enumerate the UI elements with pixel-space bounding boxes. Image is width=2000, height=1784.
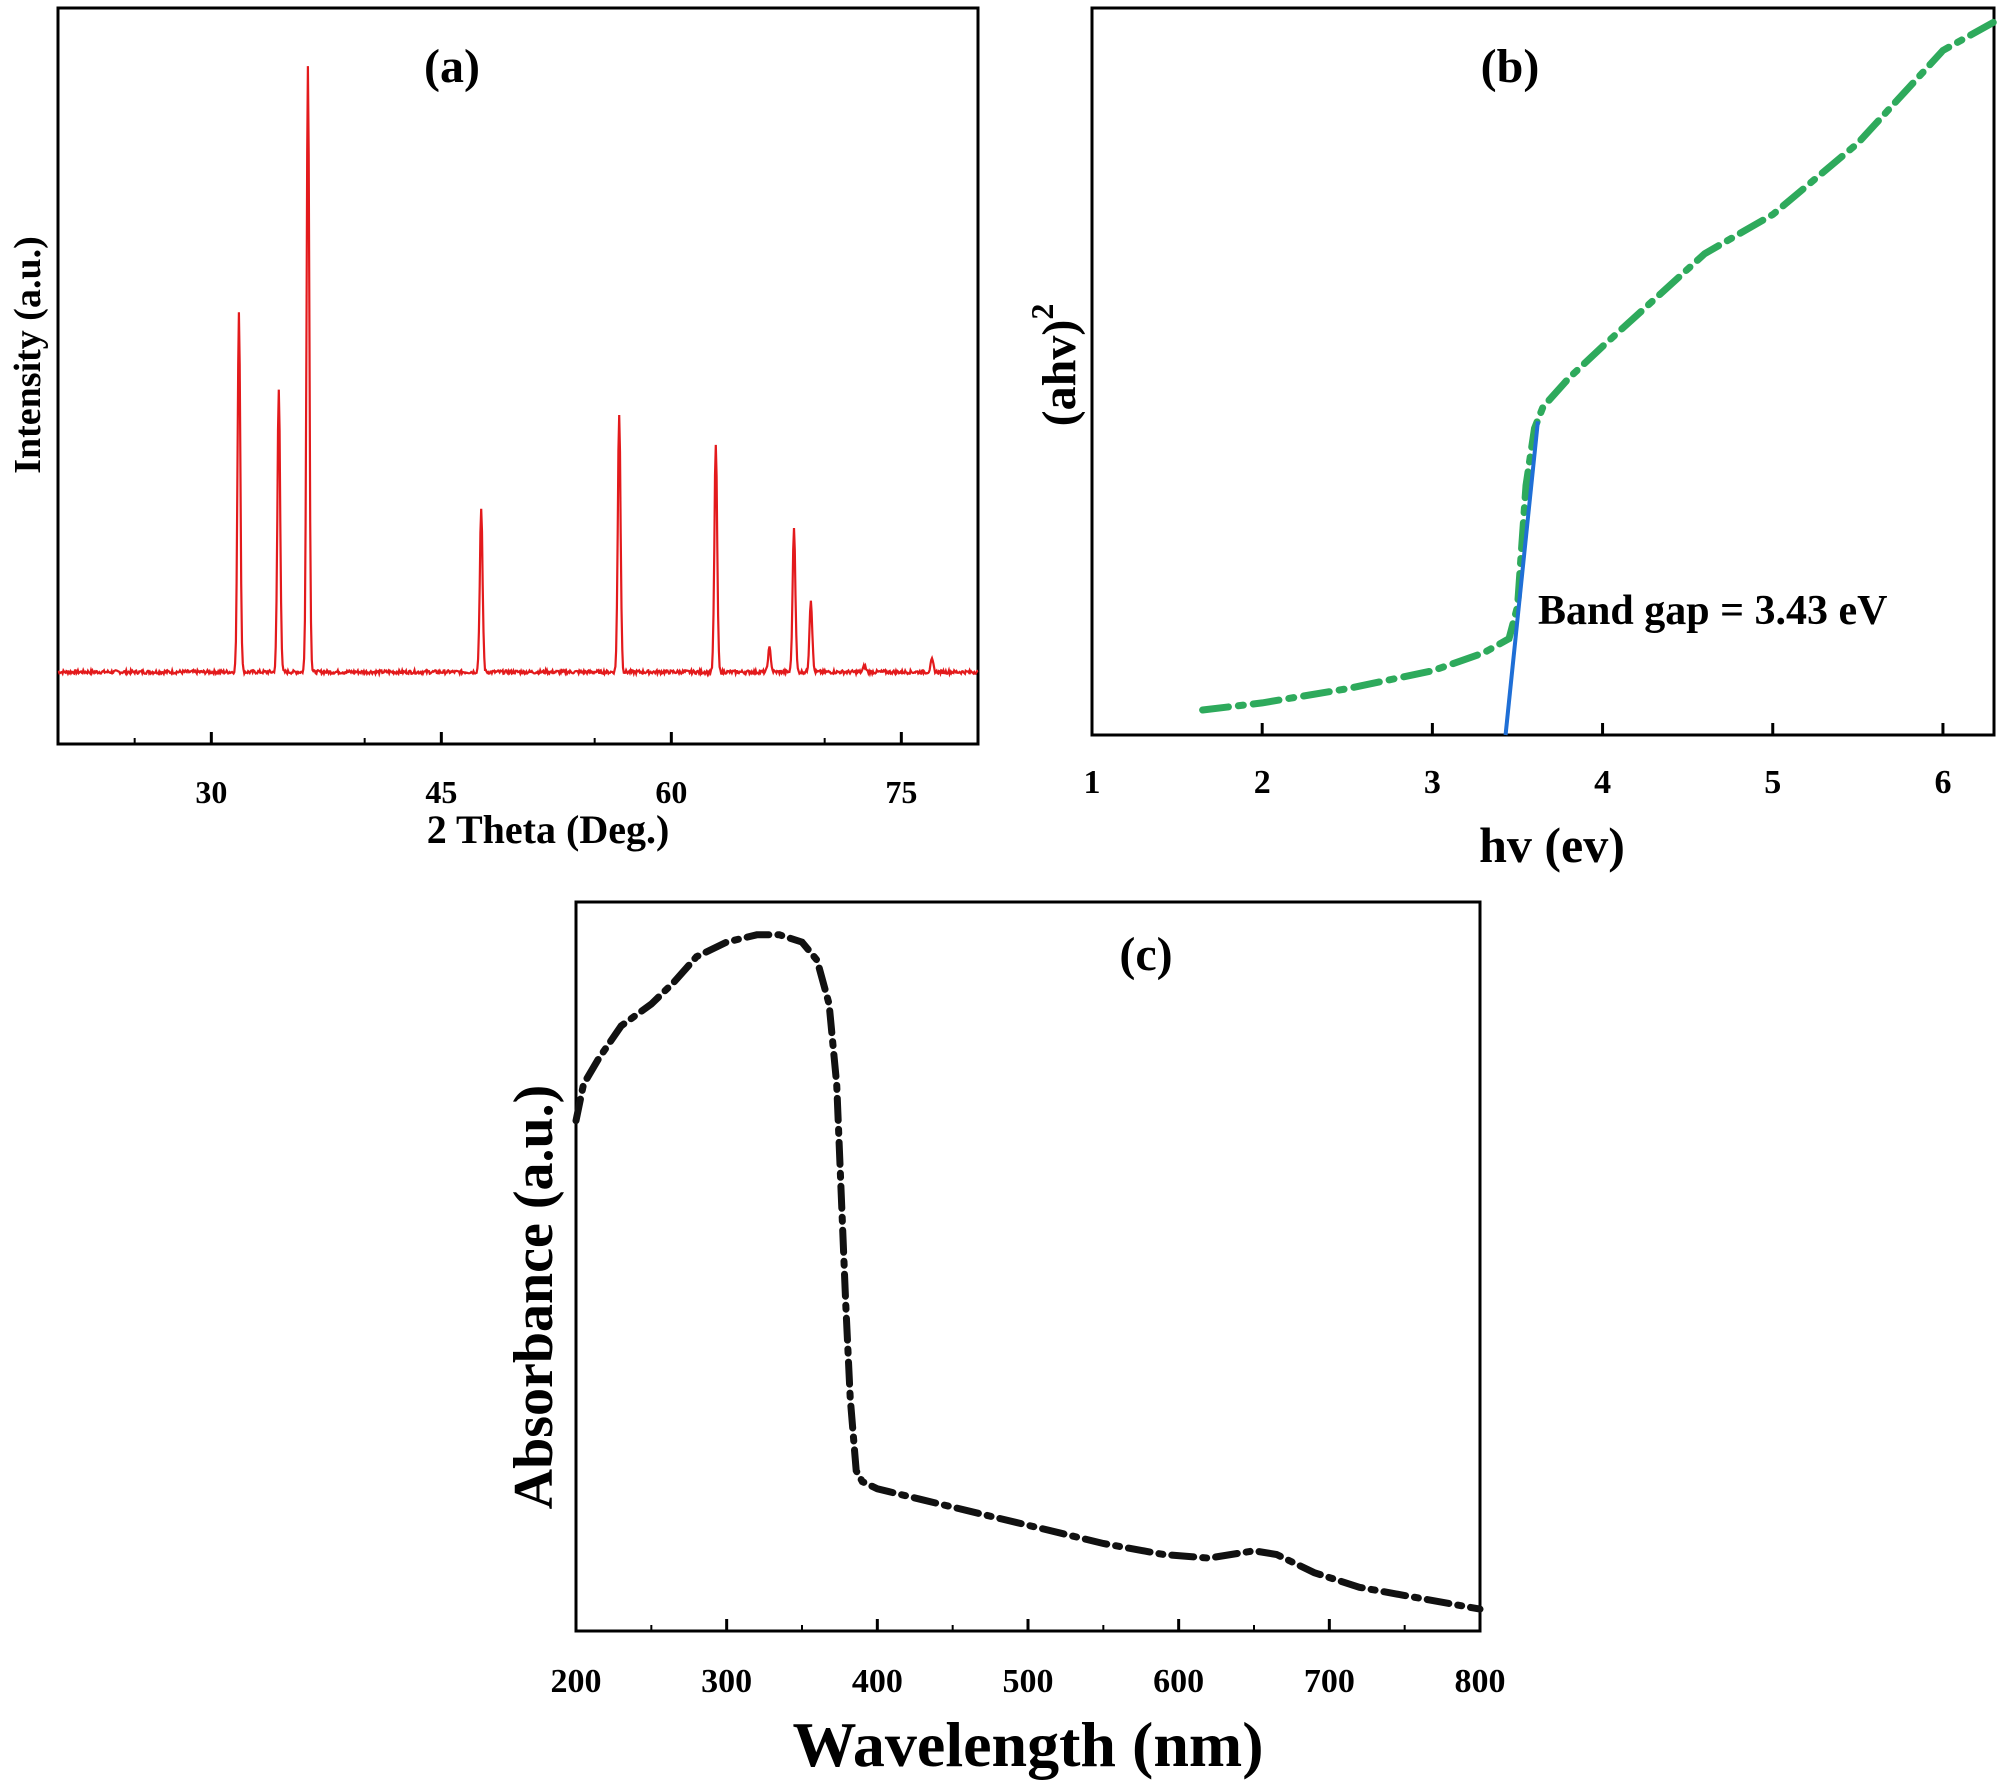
panel-c-x-axis: 200 300 400 500 600 700 800 xyxy=(551,1619,1506,1700)
panel-b-x-tick-label: 3 xyxy=(1424,764,1441,801)
panel-c-x-tick-label: 400 xyxy=(852,1663,903,1700)
panel-b-x-tick-label: 5 xyxy=(1764,764,1781,801)
panel-b-tauc-chart: 1 2 3 4 5 6 (b) Band gap = 3.43 eV hv (ev) (a… xyxy=(1024,6,1998,873)
panel-c-x-tick-label: 700 xyxy=(1304,1663,1355,1700)
panel-b-y-axis-title-superscript: 2 xyxy=(1024,304,1060,320)
panel-b-x-axis: 1 2 3 4 5 6 xyxy=(1084,723,1951,801)
panel-c-x-tick-label: 200 xyxy=(551,1663,602,1700)
panel-c-x-axis-title: Wavelength (nm) xyxy=(792,1709,1263,1780)
panel-c-label: (c) xyxy=(1119,928,1172,981)
panel-b-x-axis-title: hv (ev) xyxy=(1479,817,1625,873)
panel-c-x-tick-label: 800 xyxy=(1455,1663,1506,1700)
panel-a-x-tick-label: 45 xyxy=(425,774,457,810)
panel-b-band-gap-fit-line xyxy=(1503,421,1540,736)
panel-a-x-axis-title: 2 Theta (Deg.) xyxy=(427,807,670,852)
panel-b-tauc-curve xyxy=(1199,18,1998,714)
panel-a-frame xyxy=(56,6,980,746)
panel-c-absorbance-curve xyxy=(572,931,1484,1613)
panel-b-x-tick-label: 2 xyxy=(1254,764,1271,801)
panel-c-plot-area xyxy=(572,931,1484,1613)
panel-a-x-axis: 30 45 60 75 xyxy=(133,732,917,810)
panel-b-annotation: Band gap = 3.43 eV xyxy=(1538,588,1888,634)
panel-b-y-axis-title-base: (ahv) xyxy=(1033,320,1086,427)
panel-a-xrd-line xyxy=(57,66,979,678)
panel-c-x-tick-label: 600 xyxy=(1153,1663,1204,1700)
panel-b-plot-area xyxy=(1199,18,1998,736)
panel-c-x-tick-label: 300 xyxy=(701,1663,752,1700)
panel-c-x-tick-label: 500 xyxy=(1003,1663,1054,1700)
panel-a-plot-area xyxy=(57,66,979,678)
panel-b-x-tick-label: 4 xyxy=(1594,764,1611,801)
panel-a-x-tick-label: 60 xyxy=(655,774,687,810)
panel-a-x-tick-label: 75 xyxy=(885,774,917,810)
panel-c-frame xyxy=(574,900,1482,1633)
panel-b-frame xyxy=(1090,6,1996,737)
panel-a-label: (a) xyxy=(424,40,480,93)
panel-c-y-axis-title: Absorbance (a.u.) xyxy=(503,1085,565,1510)
panel-a-xrd-chart: 30 45 60 75 (a) 2 Theta (Deg.) Intensity (a… xyxy=(7,6,980,852)
panel-b-x-tick-label: 6 xyxy=(1934,764,1951,801)
panel-b-label: (b) xyxy=(1481,40,1540,93)
panel-b-x-tick-label: 1 xyxy=(1084,764,1101,801)
panel-c-absorbance-chart: 200 300 400 500 600 700 800 (c) Wavelength (nm… xyxy=(503,900,1506,1780)
panel-a-x-tick-label: 30 xyxy=(195,774,227,810)
panel-a-y-axis-title: Intensity (a.u.) xyxy=(7,236,49,474)
panel-b-y-axis-title: (ahv)2 xyxy=(1024,304,1086,427)
